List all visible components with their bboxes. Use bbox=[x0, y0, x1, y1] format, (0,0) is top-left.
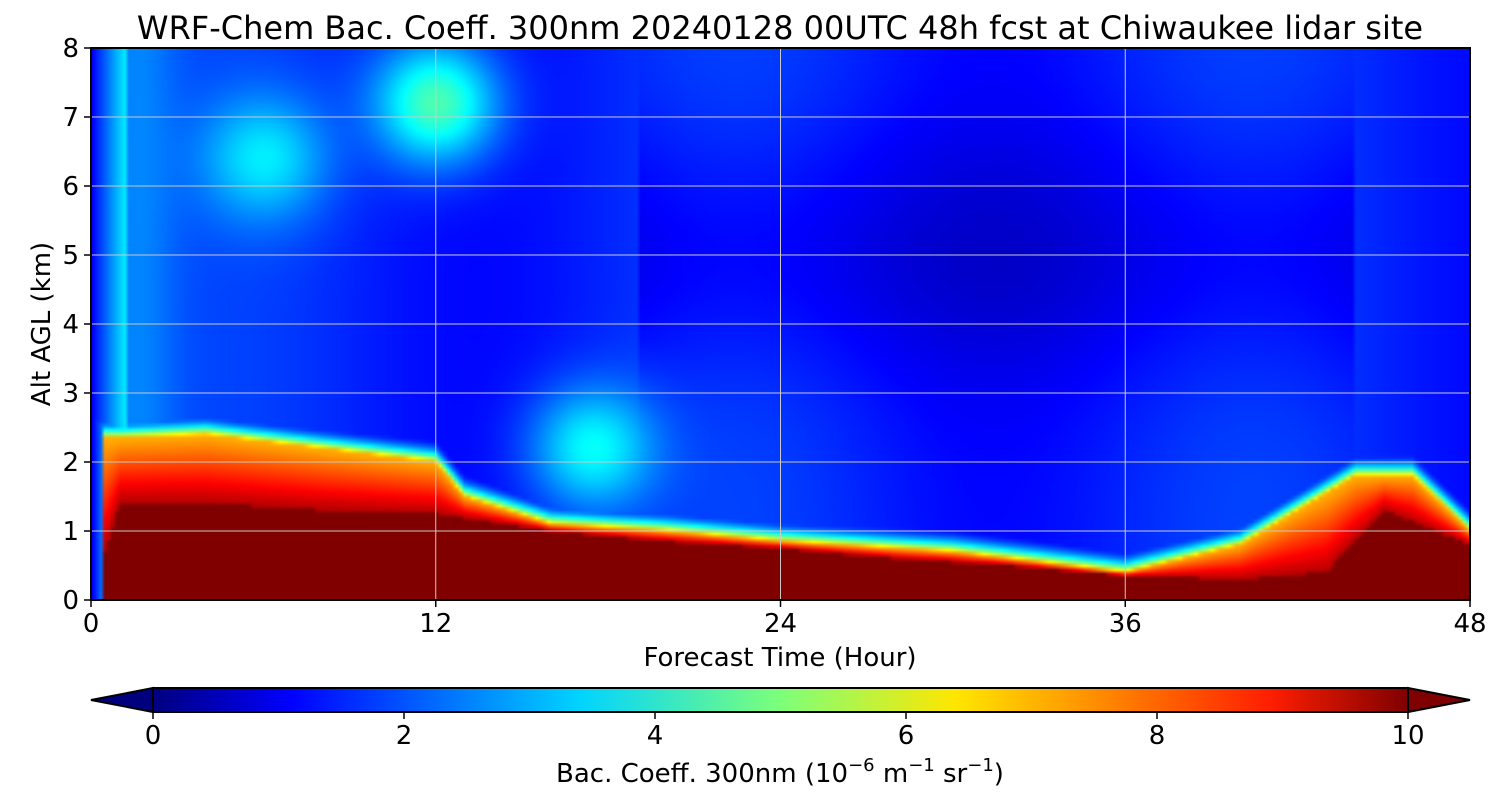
colorbar-extend-low bbox=[90, 686, 154, 714]
y-tick-label: 3 bbox=[62, 379, 79, 409]
y-tick-label: 0 bbox=[62, 586, 79, 616]
grid-lines bbox=[91, 48, 1470, 600]
colorbar-tick-label: 0 bbox=[145, 721, 162, 751]
x-tick-label: 36 bbox=[1109, 609, 1142, 639]
colorbar-tick-label: 2 bbox=[396, 721, 413, 751]
x-tick-label: 12 bbox=[419, 609, 452, 639]
y-tick-label: 7 bbox=[62, 103, 79, 133]
x-axis: 0 12 24 36 48 bbox=[83, 600, 1487, 639]
chart-title: WRF-Chem Bac. Coeff. 300nm 20240128 00UT… bbox=[137, 9, 1423, 47]
colorbar-extend-high bbox=[1407, 686, 1471, 714]
colorbar-tick-label: 4 bbox=[647, 721, 664, 751]
colorbar: 0 2 4 6 8 10 Bac. Coeff. 300nm (10−6 m−1 sr−1… bbox=[90, 686, 1471, 789]
x-axis-label: Forecast Time (Hour) bbox=[643, 643, 916, 673]
y-tick-label: 4 bbox=[62, 310, 79, 340]
colorbar-ticks: 0 2 4 6 8 10 bbox=[145, 712, 1425, 751]
y-axis: 0 1 2 3 4 5 6 7 8 bbox=[62, 34, 91, 616]
x-tick-label: 0 bbox=[83, 609, 100, 639]
colorbar-tick-label: 10 bbox=[1391, 721, 1424, 751]
y-tick-label: 6 bbox=[62, 172, 79, 202]
y-axis-label: Alt AGL (km) bbox=[27, 242, 57, 406]
y-tick-label: 5 bbox=[62, 241, 79, 271]
colorbar-body bbox=[153, 688, 1408, 712]
x-tick-label: 48 bbox=[1453, 609, 1486, 639]
y-tick-label: 2 bbox=[62, 448, 79, 478]
x-tick-label: 24 bbox=[764, 609, 797, 639]
colorbar-label: Bac. Coeff. 300nm (10−6 m−1 sr−1) bbox=[556, 755, 1004, 789]
y-tick-label: 8 bbox=[62, 34, 79, 64]
colorbar-tick-label: 6 bbox=[898, 721, 915, 751]
y-tick-label: 1 bbox=[62, 517, 79, 547]
colorbar-tick-label: 8 bbox=[1149, 721, 1166, 751]
